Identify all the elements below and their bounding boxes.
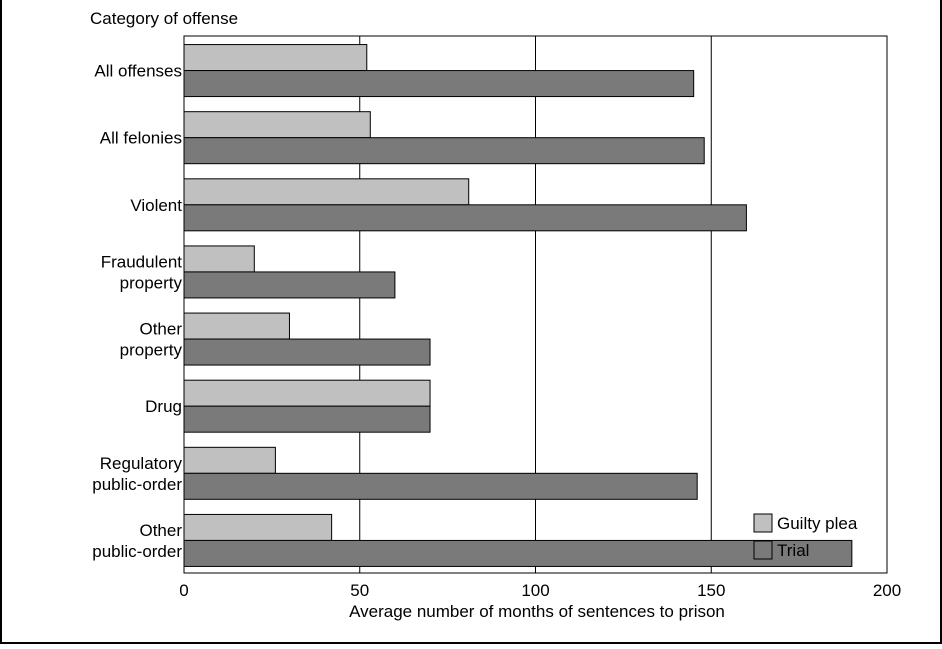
guilty-plea-bar	[183, 178, 470, 206]
category-label: Drug	[145, 397, 182, 416]
guilty-plea-bar	[183, 44, 368, 72]
category-label: All offenses	[94, 62, 182, 81]
guilty-plea-bar	[183, 446, 276, 474]
x-tick-label: 200	[873, 581, 901, 600]
guilty-plea-bar	[183, 245, 255, 273]
category-label: Violent	[130, 196, 182, 215]
category-label: Regulatory	[100, 454, 183, 473]
trial-bar	[183, 137, 705, 165]
trial-bar	[183, 271, 396, 299]
x-tick-label: 100	[521, 581, 549, 600]
chart-title: Category of offense	[90, 9, 238, 28]
guilty-plea-bar	[183, 312, 290, 340]
category-label: public-order	[92, 475, 182, 494]
trial-bar	[183, 338, 431, 366]
category-label: Fraudulent	[101, 252, 183, 271]
x-tick-label: 50	[350, 581, 369, 600]
trial-bar	[183, 405, 431, 433]
category-labels: All offenses All felonies Violent Fraudulen…	[92, 62, 182, 561]
x-tick-label: 0	[179, 581, 188, 600]
category-label: All felonies	[100, 129, 182, 148]
trial-bar	[183, 472, 698, 500]
legend-swatch	[753, 513, 773, 533]
category-label: property	[120, 273, 183, 292]
category-label: Other	[139, 320, 182, 339]
trial-bar	[183, 539, 853, 567]
trial-bar	[183, 204, 747, 232]
guilty-plea-bar	[183, 379, 431, 407]
x-axis-label: Average number of months of sentences to…	[349, 602, 725, 621]
guilty-plea-bar	[183, 513, 333, 541]
legend-item-trial: Trial	[777, 541, 809, 560]
x-tick-labels: 0 50 100 150 200	[179, 581, 901, 600]
legend: Guilty plea Trial	[753, 513, 858, 560]
guilty-plea-bar	[183, 111, 371, 139]
x-tick-label: 150	[697, 581, 725, 600]
category-label: property	[120, 341, 183, 360]
bars	[183, 44, 853, 567]
legend-swatch	[753, 540, 773, 560]
category-label: Other	[139, 521, 182, 540]
category-label: public-order	[92, 542, 182, 561]
trial-bar	[183, 70, 695, 98]
legend-item-guilty-plea: Guilty plea	[777, 514, 858, 533]
